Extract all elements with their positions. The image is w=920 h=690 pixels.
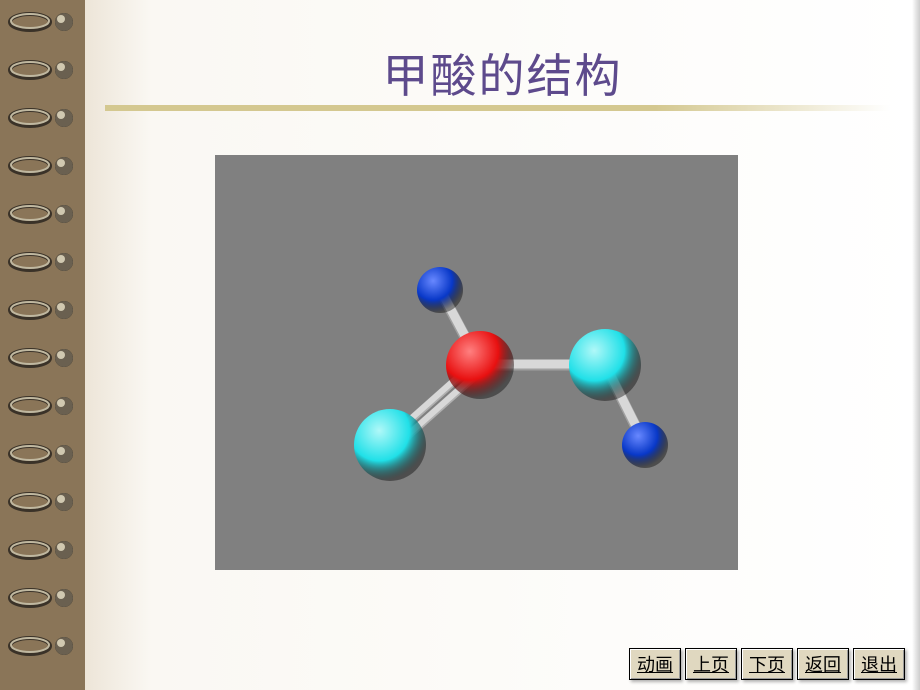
atom-oxygen-sb: [569, 329, 641, 401]
spiral-ring: [8, 154, 68, 172]
spiral-ring: [8, 202, 68, 220]
spiral-ring: [8, 394, 68, 412]
spiral-ring: [8, 250, 68, 268]
nav-anim-button[interactable]: 动画: [629, 648, 681, 680]
spiral-ring: [8, 538, 68, 556]
molecule-diagram: [215, 155, 738, 570]
atom-carbon: [446, 331, 514, 399]
molecule-svg: [215, 155, 738, 570]
spiral-ring: [8, 490, 68, 508]
spiral-ring: [8, 442, 68, 460]
spiral-binding: [0, 0, 85, 690]
title-underline: [105, 105, 890, 111]
atom-hydrogen: [622, 422, 668, 468]
nav-back-button[interactable]: 返回: [797, 648, 849, 680]
atom-oxygen-db: [354, 409, 426, 481]
page-shadow: [912, 0, 920, 690]
spiral-ring: [8, 106, 68, 124]
nav-exit-button[interactable]: 退出: [853, 648, 905, 680]
spiral-ring: [8, 10, 68, 28]
spiral-ring: [8, 586, 68, 604]
spiral-ring: [8, 346, 68, 364]
nav-prev-button[interactable]: 上页: [685, 648, 737, 680]
slide-area: 甲酸的结构 动画上页下页返回退出: [85, 0, 920, 690]
page-title: 甲酸的结构: [85, 40, 920, 106]
spiral-ring: [8, 58, 68, 76]
spiral-ring: [8, 634, 68, 652]
nav-bar: 动画上页下页返回退出: [629, 648, 905, 680]
nav-next-button[interactable]: 下页: [741, 648, 793, 680]
atom-hydrogen: [417, 267, 463, 313]
spiral-ring: [8, 298, 68, 316]
